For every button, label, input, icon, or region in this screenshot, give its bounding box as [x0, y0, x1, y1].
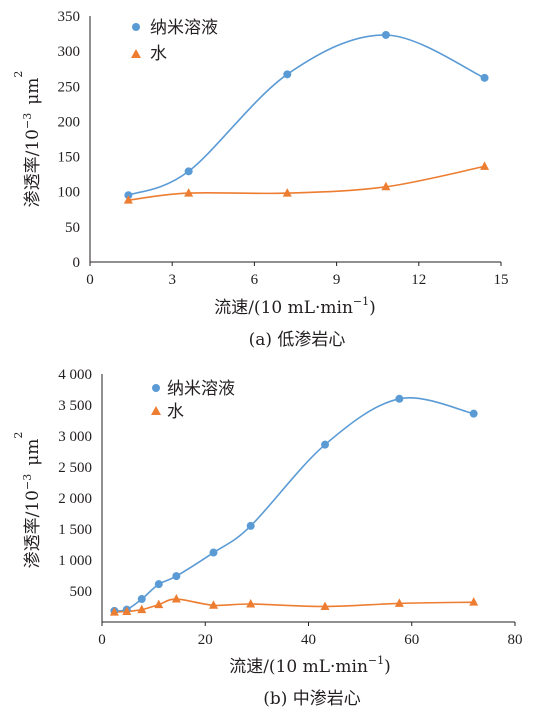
- chart-b-series-nano-line: [114, 397, 474, 612]
- chart-a-y-tick-label: 100: [58, 185, 81, 201]
- chart-a-x-tick-label: 0: [86, 272, 94, 288]
- chart-a-x-tick-label: 15: [494, 272, 509, 288]
- chart-a-nano-point: [381, 30, 390, 39]
- chart-b-nano-point: [137, 595, 146, 604]
- chart-a-y-tick-label: 0: [73, 255, 81, 271]
- chart-b-caption: (b) 中渗岩心: [263, 689, 361, 709]
- chart-a-lines: [128, 34, 485, 201]
- chart-a-x-axis-label: 流速/(10 mL·min−1): [214, 295, 376, 318]
- chart-a-legend-nano-label: 纳米溶液: [150, 18, 218, 38]
- chart-a-legend-water-label: 水: [150, 44, 167, 64]
- chart-b-water-point: [394, 598, 404, 607]
- chart-a-markers: [123, 30, 490, 204]
- chart-b-axes: [101, 374, 515, 623]
- chart-a-series-nano-line: [128, 34, 485, 196]
- chart-b-y-tick-label: 500: [70, 584, 93, 600]
- chart-a-x-tick-label: 9: [333, 272, 341, 288]
- chart-a-y-tick-label: 200: [58, 114, 81, 130]
- chart-a-nano-point: [480, 73, 489, 82]
- chart-b-legend: 纳米溶液 水: [151, 379, 235, 422]
- chart-b-nano-point: [395, 394, 404, 403]
- chart-b-nano-point: [209, 548, 218, 557]
- chart-a-x-ticks: 0 3 6 9 12 15: [86, 262, 509, 288]
- chart-b-series-water-line: [114, 598, 474, 613]
- chart-b-x-tick-label: 60: [404, 632, 419, 648]
- chart-b-nano-point: [154, 580, 163, 589]
- chart-b-y-tick-label: 3 500: [58, 398, 92, 414]
- chart-a-x-tick-label: 6: [251, 272, 259, 288]
- chart-b-water-point: [122, 606, 132, 615]
- chart-a-legend: 纳米溶液 水: [131, 18, 218, 64]
- chart-b-nano-point: [321, 440, 330, 449]
- chart-a-legend-nano-marker: [132, 23, 140, 31]
- chart-b-x-ticks: 0 20 40 60 80: [98, 622, 523, 648]
- chart-b-water-point: [246, 599, 256, 608]
- chart-a-y-ticks: 0 50 100 150 200 250 300 350: [58, 9, 81, 271]
- chart-a-caption: (a) 低渗岩心: [249, 330, 346, 350]
- chart-b-water-point: [171, 594, 181, 603]
- chart-b-water-point: [469, 597, 479, 606]
- chart-b-y-tick-label: 1 000: [58, 553, 92, 569]
- chart-a-y-axis-label: 渗透率/10−3μm2: [12, 71, 43, 208]
- chart-a-nano-point: [283, 70, 292, 79]
- chart-a-y-tick-label: 150: [58, 150, 81, 166]
- chart-a-axes: [89, 16, 501, 263]
- chart-a-legend-water-marker: [131, 49, 141, 58]
- chart-b-legend-nano-label: 纳米溶液: [167, 379, 235, 399]
- chart-a-x-tick-label: 12: [411, 272, 426, 288]
- chart-a-nano-point: [184, 167, 193, 176]
- chart-a-y-tick-label: 50: [65, 220, 80, 236]
- chart-b-water-point: [320, 601, 330, 610]
- chart-b-nano-point: [172, 572, 181, 581]
- chart-b-water-point: [209, 600, 219, 609]
- chart-b-water-point: [109, 607, 119, 616]
- chart-b-x-axis-label: 流速/(10 mL·min−1): [229, 654, 391, 677]
- chart-b-x-tick-label: 0: [98, 632, 106, 648]
- chart-b-legend-nano-marker: [152, 384, 160, 392]
- chart-a-water-point: [480, 161, 490, 170]
- chart-b-water-point: [154, 599, 164, 609]
- chart-b-legend-water-label: 水: [167, 402, 184, 422]
- chart-a-water-point: [184, 188, 194, 197]
- chart-a-series-water-line: [128, 165, 485, 201]
- chart-a-y-tick-label: 350: [58, 9, 81, 25]
- chart-b-x-tick-label: 20: [198, 632, 213, 648]
- chart-b-markers: [109, 394, 479, 616]
- chart-a-x-tick-label: 3: [168, 272, 176, 288]
- chart-b-nano-point: [246, 521, 255, 530]
- chart-b-y-tick-label: 2 000: [58, 491, 92, 507]
- chart-panel-b: 500 1 000 1 500 2 000 2 500 3 000 3 500 4 000 0…: [12, 367, 523, 709]
- chart-a-y-tick-label: 300: [58, 44, 81, 60]
- chart-a-water-point: [123, 195, 133, 204]
- chart-a-y-tick-label: 250: [58, 79, 81, 95]
- chart-b-y-tick-label: 2 500: [58, 460, 92, 476]
- chart-b-x-tick-label: 40: [301, 632, 316, 648]
- chart-b-x-tick-label: 80: [508, 632, 523, 648]
- chart-a-water-point: [381, 181, 391, 191]
- chart-b-lines: [114, 397, 474, 613]
- chart-b-y-axis-label: 渗透率/10−3μm2: [12, 432, 43, 569]
- chart-b-water-point: [137, 604, 147, 614]
- chart-b-legend-water-marker: [151, 406, 161, 415]
- chart-a-water-point: [282, 188, 292, 197]
- chart-panel-a: 0 50 100 150 200 250 300 350 0 3 6 9 12 15 纳米溶液 水 渗透…: [12, 9, 509, 350]
- chart-b-y-tick-label: 4 000: [58, 367, 92, 383]
- chart-b-y-tick-label: 3 000: [58, 429, 92, 445]
- chart-b-nano-point: [469, 409, 478, 418]
- chart-b-y-ticks: 500 1 000 1 500 2 000 2 500 3 000 3 500 4 000: [58, 367, 92, 600]
- chart-b-y-tick-label: 1 500: [58, 522, 92, 538]
